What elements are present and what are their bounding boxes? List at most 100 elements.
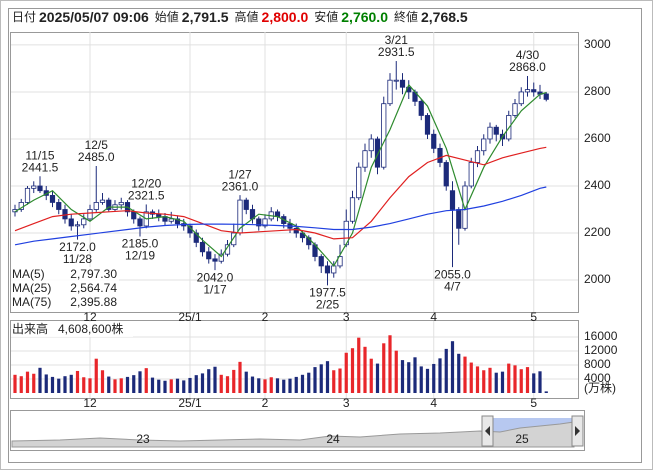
- volume-bar: [500, 371, 505, 393]
- volume-bar: [319, 364, 323, 393]
- annotation-price: 2361.0: [222, 179, 259, 193]
- candle-body: [474, 150, 481, 163]
- volume-bar: [200, 373, 205, 393]
- candle-body: [81, 218, 87, 226]
- x-tick-label: 2: [262, 310, 269, 324]
- volume-bar: [169, 379, 173, 393]
- y-tick-label: 8000: [584, 357, 611, 371]
- annotation-date: 3/21: [385, 33, 409, 47]
- candle-body: [362, 150, 368, 168]
- candle-body: [512, 103, 518, 116]
- legend-name: MA(5): [12, 267, 45, 281]
- volume-label-box: [11, 322, 133, 337]
- x-tick-label: 12: [83, 396, 97, 410]
- volume-bar: [132, 375, 136, 393]
- navigator-label: 23: [136, 432, 150, 446]
- candle-body: [456, 209, 462, 229]
- x-tick-label: 2: [262, 396, 269, 410]
- header-value: 2,800.0: [262, 9, 309, 25]
- volume-bar: [219, 374, 223, 393]
- volume-bar: [238, 361, 242, 393]
- volume-bar: [57, 378, 61, 393]
- volume-bar: [382, 343, 386, 393]
- volume-bar: [125, 376, 130, 393]
- navigator-label: 25: [515, 432, 529, 446]
- candle-body: [156, 213, 162, 217]
- volume-title: 出来高: [12, 321, 48, 336]
- candle-body: [493, 126, 499, 135]
- volume-bar: [194, 375, 198, 393]
- candle-body: [468, 162, 474, 187]
- volume-bar: [50, 376, 55, 393]
- volume-bar: [313, 367, 317, 393]
- volume-bar: [532, 373, 536, 393]
- volume-bar: [357, 337, 361, 393]
- candle-body: [437, 147, 443, 163]
- annotation-date: 12/19: [125, 249, 155, 263]
- volume-bar: [19, 376, 23, 393]
- candle-body: [374, 138, 381, 168]
- header-label: 高値: [235, 9, 259, 24]
- legend-name: MA(75): [12, 295, 51, 309]
- volume-bar: [544, 391, 548, 393]
- candle-body: [68, 218, 74, 227]
- annotation-price: 2485.0: [78, 150, 115, 164]
- volume-bar: [375, 363, 380, 393]
- candle-body: [462, 185, 468, 229]
- volume-bar: [475, 366, 480, 393]
- candle-body: [487, 126, 493, 140]
- annotation-date: 12/20: [131, 177, 161, 191]
- candle-body: [106, 199, 112, 210]
- volume-bar: [300, 374, 305, 393]
- candle-body: [337, 256, 343, 267]
- volume-bar: [488, 367, 492, 393]
- volume-bar: [213, 366, 217, 393]
- header-value: 2,791.5: [182, 9, 229, 25]
- volume-bar: [144, 368, 148, 393]
- x-tick-label: 5: [530, 310, 537, 324]
- volume-bar: [182, 380, 186, 393]
- candle-body: [131, 211, 137, 220]
- candle-body: [31, 185, 37, 189]
- candle-body: [62, 209, 68, 220]
- candle-body: [443, 162, 449, 187]
- y-tick-label: 2600: [584, 131, 611, 145]
- volume-bar: [482, 370, 486, 393]
- volume-bar: [400, 360, 405, 393]
- y-tick-label: 2200: [584, 225, 611, 239]
- volume-bar: [413, 357, 417, 393]
- annotation-price: 2868.0: [509, 60, 546, 74]
- volume-bar: [163, 380, 167, 393]
- volume-bar: [69, 374, 73, 393]
- candle-body: [324, 265, 331, 274]
- candle-body: [118, 202, 124, 206]
- annotation-date: 12/5: [85, 138, 109, 152]
- candle-body: [87, 209, 93, 220]
- y-tick-label: 3000: [584, 37, 611, 51]
- ma-line: [14, 146, 547, 240]
- candle-body: [93, 202, 99, 210]
- y-tick-label: 2000: [584, 272, 611, 286]
- candle-body: [381, 103, 387, 168]
- volume-bar: [225, 376, 230, 393]
- annotation-price: 2055.0: [434, 267, 471, 281]
- volume-bar: [38, 367, 42, 393]
- annotation-price: 2172.0: [59, 240, 96, 254]
- volume-bar: [13, 374, 17, 393]
- volume-bar: [525, 367, 530, 393]
- volume-bar: [394, 350, 398, 393]
- volume-bar: [157, 379, 161, 393]
- candle-body: [418, 100, 424, 116]
- legend-name: MA(25): [12, 281, 51, 295]
- candle-body: [256, 218, 262, 227]
- volume-bar: [250, 376, 255, 393]
- volume-bar: [363, 346, 367, 393]
- header: 日付 2025/05/07 09:06 始値 2,791.5 高値 2,800.0 安値 2,…: [12, 9, 468, 25]
- candle-body: [524, 89, 531, 93]
- candle-body: [399, 79, 406, 88]
- volume-bar: [432, 363, 436, 393]
- candle-body: [331, 265, 337, 274]
- candle-body: [24, 187, 31, 203]
- volume-bar: [388, 335, 392, 393]
- candle-body: [356, 166, 362, 199]
